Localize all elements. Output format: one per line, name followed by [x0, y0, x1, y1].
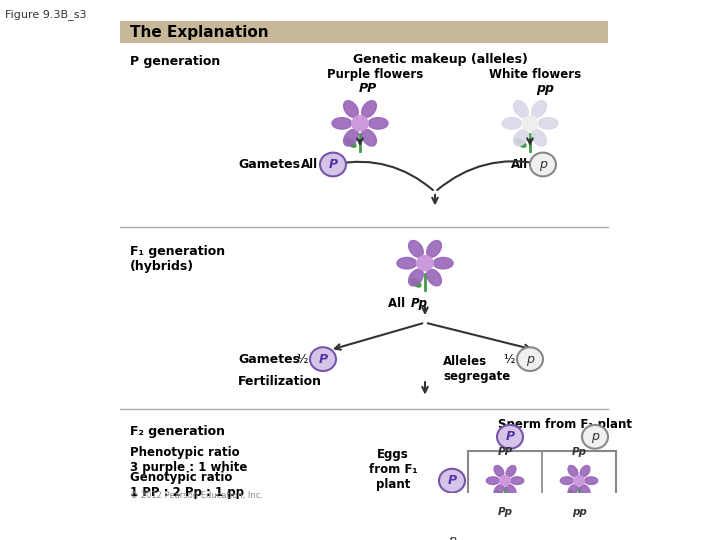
- Ellipse shape: [506, 465, 516, 477]
- Text: Alleles
segregate: Alleles segregate: [443, 355, 510, 382]
- Text: All: All: [388, 297, 409, 310]
- Text: All: All: [301, 158, 318, 171]
- Text: P generation: P generation: [130, 55, 220, 68]
- Ellipse shape: [580, 526, 590, 537]
- Text: Gametes: Gametes: [238, 353, 300, 366]
- Ellipse shape: [361, 130, 377, 146]
- Text: P: P: [318, 353, 328, 366]
- Circle shape: [417, 255, 433, 271]
- Ellipse shape: [585, 537, 598, 540]
- Ellipse shape: [560, 477, 574, 484]
- Text: Sperm from F₁ plant: Sperm from F₁ plant: [498, 417, 632, 430]
- Text: Phenotypic ratio
3 purple : 1 white: Phenotypic ratio 3 purple : 1 white: [130, 446, 248, 474]
- Ellipse shape: [368, 118, 388, 129]
- Text: White flowers: White flowers: [489, 68, 581, 80]
- Ellipse shape: [346, 139, 356, 147]
- Ellipse shape: [408, 240, 423, 257]
- Circle shape: [310, 347, 336, 371]
- Text: Fertilization: Fertilization: [238, 375, 322, 388]
- Circle shape: [517, 347, 543, 371]
- Text: p: p: [539, 158, 547, 171]
- Text: © 2012 Pearson Education, Inc.: © 2012 Pearson Education, Inc.: [130, 491, 263, 500]
- Text: p: p: [448, 535, 456, 540]
- Ellipse shape: [516, 139, 526, 147]
- Ellipse shape: [580, 485, 590, 496]
- Ellipse shape: [510, 477, 523, 484]
- Text: p: p: [591, 430, 599, 443]
- Ellipse shape: [580, 465, 590, 477]
- Ellipse shape: [361, 100, 377, 117]
- Text: Eggs
from F₁
plant: Eggs from F₁ plant: [369, 448, 418, 491]
- Text: ½: ½: [503, 353, 515, 366]
- Text: Pp: Pp: [411, 297, 428, 310]
- Text: All: All: [511, 158, 528, 171]
- Ellipse shape: [532, 100, 546, 117]
- Text: pp: pp: [572, 507, 586, 517]
- Text: The Explanation: The Explanation: [130, 25, 269, 40]
- Text: Figure 9.3B_s3: Figure 9.3B_s3: [5, 9, 86, 20]
- Ellipse shape: [494, 485, 504, 496]
- Ellipse shape: [568, 485, 578, 496]
- Text: PP: PP: [359, 82, 377, 95]
- Ellipse shape: [506, 526, 516, 537]
- Circle shape: [500, 476, 510, 485]
- Ellipse shape: [408, 269, 423, 286]
- Circle shape: [522, 116, 539, 131]
- FancyBboxPatch shape: [120, 21, 608, 43]
- Text: F₂ generation: F₂ generation: [130, 425, 225, 438]
- Text: F₁ generation
(hybrids): F₁ generation (hybrids): [130, 245, 225, 273]
- Ellipse shape: [502, 118, 522, 129]
- Text: p: p: [526, 353, 534, 366]
- Circle shape: [582, 425, 608, 449]
- Ellipse shape: [410, 279, 421, 287]
- Text: Genetic makeup (alleles): Genetic makeup (alleles): [353, 53, 528, 66]
- Text: ½: ½: [297, 353, 308, 366]
- Text: P: P: [505, 430, 515, 443]
- Ellipse shape: [513, 130, 528, 146]
- Ellipse shape: [513, 100, 528, 117]
- Text: Pp: Pp: [572, 447, 587, 457]
- Circle shape: [439, 529, 465, 540]
- Ellipse shape: [332, 118, 352, 129]
- Text: P: P: [328, 158, 338, 171]
- Ellipse shape: [568, 526, 578, 537]
- Ellipse shape: [568, 465, 578, 477]
- Ellipse shape: [585, 477, 598, 484]
- Circle shape: [439, 469, 465, 492]
- Ellipse shape: [343, 100, 359, 117]
- Ellipse shape: [560, 537, 574, 540]
- Circle shape: [530, 153, 556, 177]
- Ellipse shape: [510, 537, 523, 540]
- Ellipse shape: [486, 537, 500, 540]
- Text: Gametes: Gametes: [238, 158, 300, 171]
- Ellipse shape: [506, 485, 516, 496]
- Text: PP: PP: [498, 447, 513, 457]
- Ellipse shape: [495, 491, 503, 497]
- Circle shape: [497, 425, 523, 449]
- Ellipse shape: [494, 465, 504, 477]
- Ellipse shape: [570, 491, 576, 497]
- Ellipse shape: [486, 477, 500, 484]
- Text: P: P: [447, 474, 456, 487]
- Circle shape: [500, 536, 510, 540]
- Circle shape: [320, 153, 346, 177]
- Text: Pp: Pp: [498, 507, 513, 517]
- Ellipse shape: [539, 118, 558, 129]
- Bar: [468, 450, 616, 540]
- Ellipse shape: [433, 258, 453, 269]
- Ellipse shape: [427, 240, 441, 257]
- Ellipse shape: [427, 269, 441, 286]
- Ellipse shape: [397, 258, 417, 269]
- Circle shape: [574, 476, 585, 485]
- Text: pp: pp: [536, 82, 554, 95]
- Ellipse shape: [532, 130, 546, 146]
- Ellipse shape: [494, 526, 504, 537]
- Text: Genotypic ratio
1 PP : 2 Pp : 1 pp: Genotypic ratio 1 PP : 2 Pp : 1 pp: [130, 471, 244, 498]
- Ellipse shape: [343, 130, 359, 146]
- Circle shape: [574, 536, 585, 540]
- Circle shape: [352, 116, 368, 131]
- Text: Purple flowers: Purple flowers: [327, 68, 423, 80]
